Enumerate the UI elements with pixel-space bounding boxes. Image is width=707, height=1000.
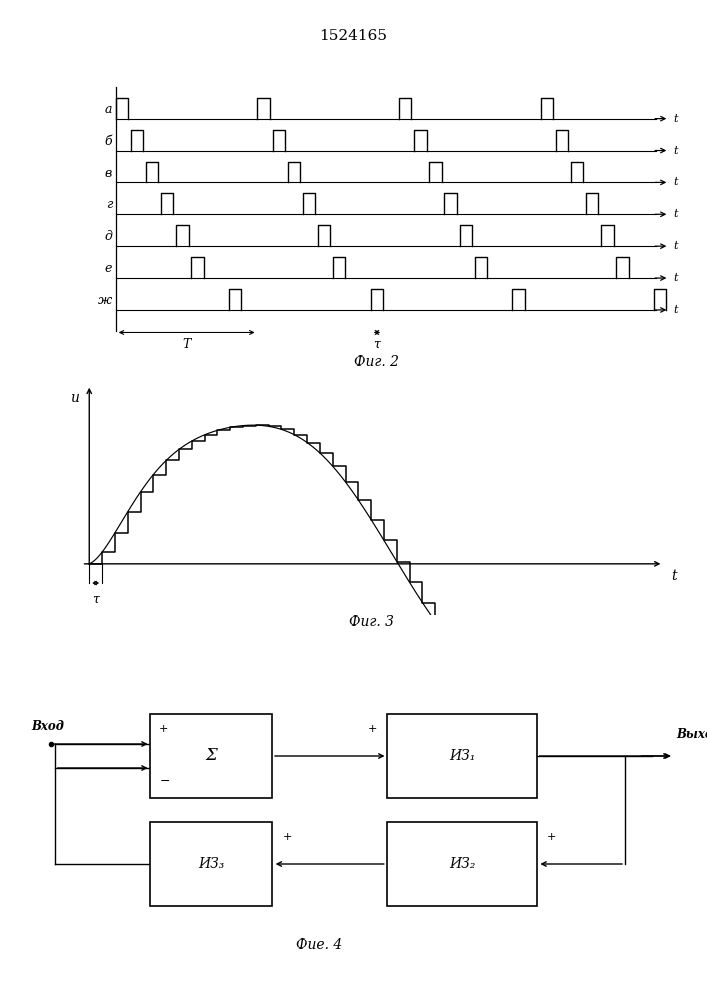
Text: д: д xyxy=(104,230,112,243)
Text: τ: τ xyxy=(92,593,99,606)
Text: ИЗ₂: ИЗ₂ xyxy=(449,857,475,871)
Text: t: t xyxy=(673,209,677,219)
FancyBboxPatch shape xyxy=(150,822,272,906)
Text: +: + xyxy=(159,724,168,734)
FancyBboxPatch shape xyxy=(387,714,537,798)
Text: −: − xyxy=(160,775,170,788)
Text: t: t xyxy=(673,273,677,283)
Text: +: + xyxy=(368,724,378,734)
Text: +: + xyxy=(282,832,292,842)
Text: е: е xyxy=(105,262,112,275)
FancyBboxPatch shape xyxy=(387,822,537,906)
FancyBboxPatch shape xyxy=(150,714,272,798)
Text: +: + xyxy=(547,832,556,842)
Text: Фиг. 2: Фиг. 2 xyxy=(354,355,399,369)
Text: Фие. 4: Фие. 4 xyxy=(296,938,343,952)
Text: а: а xyxy=(105,103,112,116)
Text: u: u xyxy=(70,391,79,405)
Text: Т: Т xyxy=(182,338,191,351)
Text: τ: τ xyxy=(373,338,380,351)
Text: ж: ж xyxy=(98,294,112,307)
Text: t: t xyxy=(671,569,677,583)
Text: t: t xyxy=(673,241,677,251)
Text: Вход: Вход xyxy=(31,720,64,732)
Text: Фиг. 3: Фиг. 3 xyxy=(349,615,394,629)
Text: ИЗ₃: ИЗ₃ xyxy=(198,857,224,871)
Text: t: t xyxy=(673,177,677,187)
Text: t: t xyxy=(673,114,677,124)
Text: г: г xyxy=(105,198,112,211)
Text: Выход: Выход xyxy=(676,728,707,742)
Text: t: t xyxy=(673,146,677,156)
Text: Σ: Σ xyxy=(205,748,217,764)
Text: б: б xyxy=(105,135,112,148)
Text: ИЗ₁: ИЗ₁ xyxy=(449,749,475,763)
Text: в: в xyxy=(105,167,112,180)
Text: t: t xyxy=(673,305,677,315)
Text: 1524165: 1524165 xyxy=(320,29,387,43)
